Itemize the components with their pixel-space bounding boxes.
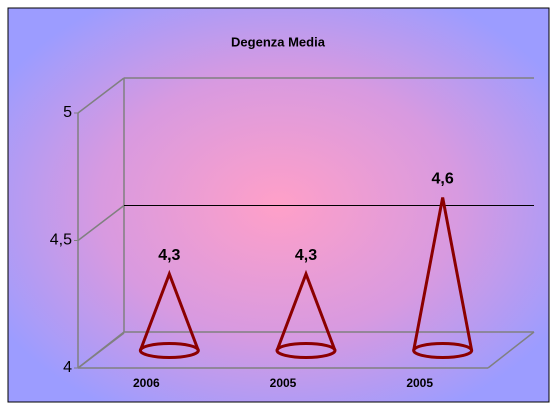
- x-tick-label: 2005: [406, 376, 433, 390]
- x-tick-label: 2006: [133, 376, 160, 390]
- grid-line: [77, 77, 125, 114]
- cone: [138, 269, 200, 359]
- data-label: 4,6: [432, 171, 454, 188]
- data-label: 4,3: [295, 247, 317, 264]
- cone: [275, 269, 337, 359]
- y-tick-label: 4,5: [50, 232, 72, 249]
- grid-line: [77, 332, 125, 369]
- grid-line: [77, 204, 125, 242]
- y-tick-label: 4: [63, 359, 72, 376]
- chart-title: Degenza Media: [231, 34, 326, 49]
- cone: [412, 197, 474, 359]
- y-tick-label: 5: [63, 104, 72, 121]
- x-tick-label: 2005: [270, 376, 297, 390]
- data-label: 4,3: [158, 247, 180, 264]
